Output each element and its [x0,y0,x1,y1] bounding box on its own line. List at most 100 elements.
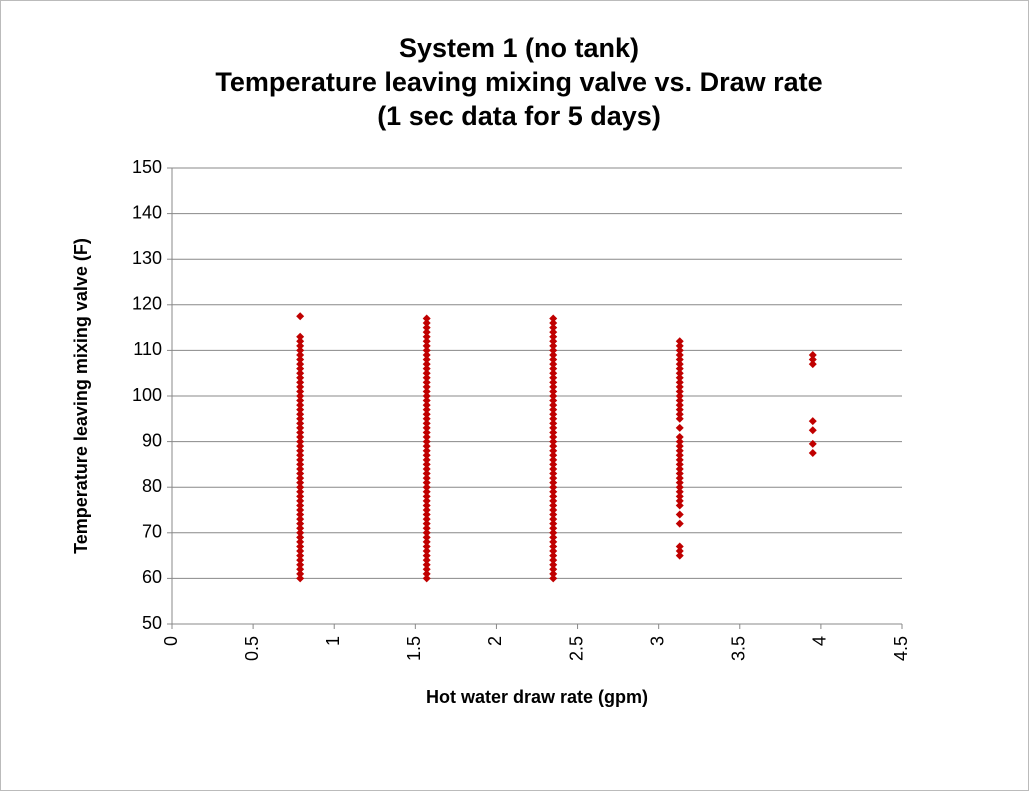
scatter-point [675,542,684,551]
scatter-point [422,542,431,551]
scatter-point [296,547,305,556]
y-tick-label: 70 [142,522,162,542]
scatter-point [422,560,431,569]
scatter-point [549,464,558,473]
x-tick-label: 1.5 [404,636,424,661]
scatter-point [549,364,558,373]
scatter-point [675,547,684,556]
scatter-point [296,474,305,483]
scatter-point [296,492,305,501]
scatter-point [422,574,431,583]
y-axis-title: Temperature leaving mixing valve (F) [71,238,91,554]
scatter-point [422,364,431,373]
scatter-point [549,442,558,451]
scatter-point [808,426,817,435]
scatter-point [296,428,305,437]
scatter-point [549,355,558,364]
scatter-point [549,469,558,478]
scatter-point [296,542,305,551]
scatter-point [675,350,684,359]
scatter-point [296,460,305,469]
scatter-point [675,355,684,364]
scatter-point [422,337,431,346]
scatter-point [549,519,558,528]
scatter-point [422,524,431,533]
scatter-point [549,574,558,583]
scatter-point [422,350,431,359]
scatter-point [296,446,305,455]
scatter-point [422,332,431,341]
scatter-point [549,556,558,565]
scatter-point [296,401,305,410]
x-tick-label: 0.5 [242,636,262,661]
scatter-point [422,537,431,546]
scatter-point [549,323,558,332]
scatter-point [675,373,684,382]
scatter-point [296,524,305,533]
scatter-point [296,455,305,464]
scatter-point [422,519,431,528]
scatter-point [296,396,305,405]
scatter-point [422,328,431,337]
y-tick-label: 130 [132,248,162,268]
x-tick-label: 4.5 [891,636,911,661]
scatter-point [549,547,558,556]
scatter-point [422,515,431,524]
scatter-point [296,487,305,496]
scatter-point [549,337,558,346]
scatter-point [296,332,305,341]
scatter-point [296,574,305,583]
y-tick-label: 60 [142,567,162,587]
scatter-point [296,469,305,478]
y-tick-label: 80 [142,476,162,496]
scatter-point [296,560,305,569]
scatter-point [675,382,684,391]
scatter-point [422,341,431,350]
scatter-point [549,392,558,400]
scatter-point [296,569,305,578]
scatter-point [675,483,684,492]
scatter-point [422,410,431,419]
scatter-point [549,387,558,396]
scatter-point [675,446,684,455]
scatter-point [422,487,431,496]
scatter-point [675,487,684,496]
scatter-point [422,528,431,537]
scatter-point [422,551,431,560]
scatter-point [549,314,558,323]
scatter-point [422,346,431,355]
scatter-point [675,341,684,350]
chart-title: System 1 (no tank) [399,33,639,63]
scatter-point [422,469,431,478]
scatter-point [549,551,558,560]
scatter-point [675,469,684,478]
scatter-point [296,410,305,419]
scatter-point [808,449,817,457]
scatter-point [675,451,684,460]
scatter-point [296,350,305,359]
scatter-point [422,387,431,396]
scatter-point [296,414,305,423]
scatter-point [549,455,558,464]
scatter-point [296,451,305,460]
scatter-point [296,433,305,442]
scatter-point [549,492,558,501]
scatter-point [549,542,558,551]
scatter-point [296,519,305,528]
y-tick-label: 120 [132,294,162,314]
scatter-point [675,442,684,451]
scatter-point [675,405,684,414]
scatter-point [675,387,684,396]
scatter-point [549,487,558,496]
y-tick-label: 140 [132,202,162,222]
scatter-point [549,405,558,414]
scatter-point [675,437,684,446]
scatter-point [549,524,558,533]
scatter-point [422,460,431,469]
scatter-point [296,478,305,487]
scatter-point [422,492,431,501]
scatter-point [549,515,558,524]
scatter-point [549,332,558,341]
scatter-point [296,423,305,432]
scatter-point [675,396,684,405]
